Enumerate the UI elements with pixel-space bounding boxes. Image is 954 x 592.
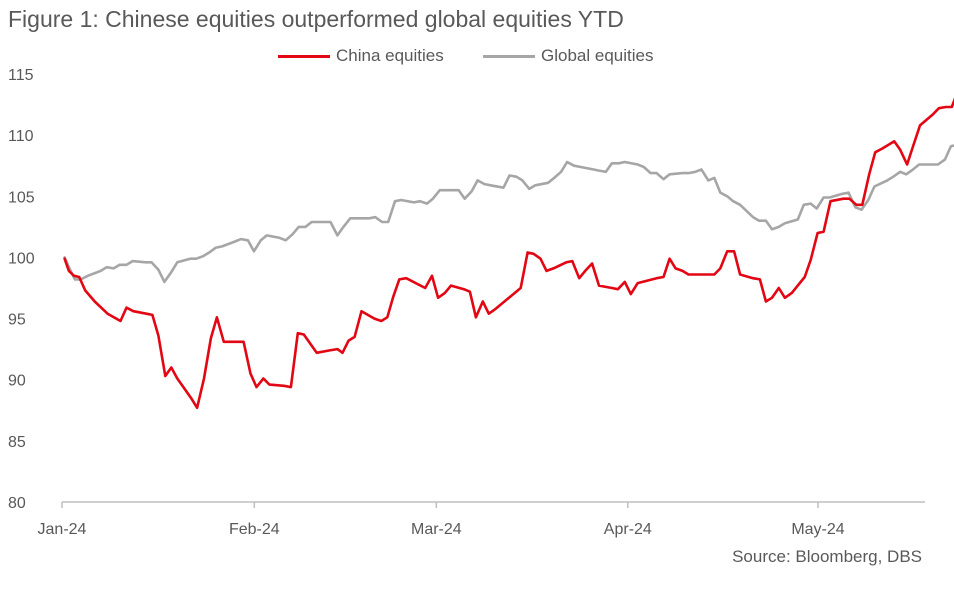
- series-layer: [63, 97, 954, 410]
- legend-swatch-global: [483, 54, 535, 58]
- source-note: Source: Bloomberg, DBS: [732, 547, 922, 566]
- x-axis: Jan-24 Feb-24 Mar-24 Apr-24 May-24: [38, 501, 925, 538]
- y-tick-label: 95: [8, 312, 26, 329]
- x-tick-label: Mar-24: [411, 521, 462, 538]
- y-axis-ticks: 80 85 90 95 100 105 110 115: [8, 67, 35, 512]
- y-tick-label: 80: [8, 495, 26, 512]
- chart-legend: China equities Global equities: [0, 46, 954, 68]
- y-tick-label: 105: [8, 189, 35, 206]
- x-tick-label: May-24: [791, 521, 844, 538]
- x-tick-label: Jan-24: [38, 521, 87, 538]
- legend-label-global: Global equities: [541, 46, 654, 65]
- legend-item-global: Global equities: [483, 46, 653, 66]
- y-tick-label: 115: [8, 67, 34, 84]
- x-tick-label: Feb-24: [229, 521, 280, 538]
- y-tick-label: 85: [8, 434, 26, 451]
- x-tick-label: Apr-24: [604, 521, 652, 538]
- series-line-china-equities: [63, 97, 954, 410]
- legend-item-china: China equities: [278, 46, 444, 66]
- legend-label-china: China equities: [336, 46, 444, 65]
- legend-swatch-china: [278, 54, 330, 58]
- y-tick-label: 100: [8, 250, 35, 267]
- y-tick-label: 90: [8, 373, 26, 390]
- series-line-global-equities: [63, 144, 954, 284]
- chart-title: Figure 1: Chinese equities outperformed …: [8, 6, 624, 32]
- y-tick-label: 110: [8, 128, 34, 145]
